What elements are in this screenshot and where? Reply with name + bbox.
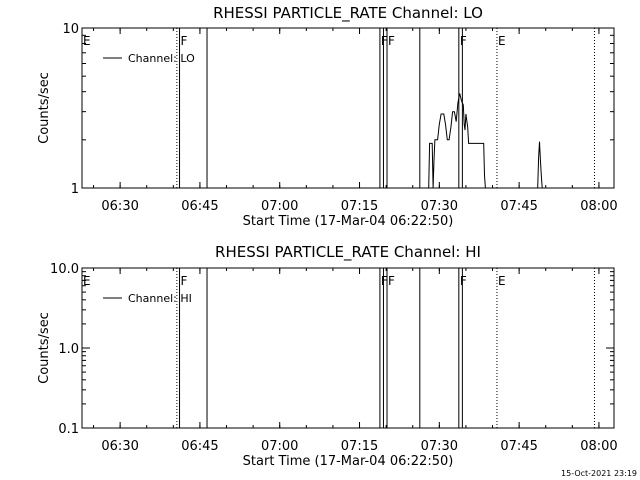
x-tick-label: 07:30 [421, 199, 458, 214]
legend-label: Channel: LO [128, 52, 195, 65]
x-tick-label: 08:00 [580, 199, 617, 214]
event-marker-label: E [498, 274, 506, 288]
y-tick-label: 1 [71, 182, 79, 197]
chart-title: RHESSI PARTICLE_RATE Channel: LO [213, 4, 483, 23]
plot-frame [81, 27, 615, 189]
series-line [537, 141, 543, 189]
x-tick-label: 06:45 [181, 439, 218, 454]
x-tick-label: 07:30 [421, 439, 458, 454]
legend-label: Channel: HI [128, 292, 192, 305]
x-tick-label: 08:00 [580, 439, 617, 454]
y-tick-label: 10.0 [50, 262, 79, 277]
x-tick-label: 07:15 [341, 439, 378, 454]
y-tick-label: 0.1 [58, 422, 79, 437]
event-marker-label: F [381, 34, 388, 48]
event-marker-label: F [181, 274, 188, 288]
timestamp: 15-Oct-2021 23:19 [561, 469, 637, 478]
x-axis-label: Start Time (17-Mar-04 06:22:50) [243, 214, 454, 229]
series-line [428, 93, 486, 189]
event-marker-label: E [498, 34, 506, 48]
event-marker-label: E [83, 274, 91, 288]
event-marker-label: F [460, 34, 467, 48]
chart-panel-hi: RHESSI PARTICLE_RATE Channel: HI Start T… [37, 243, 618, 469]
y-tick-label: 10 [62, 22, 79, 37]
chart-title: RHESSI PARTICLE_RATE Channel: HI [215, 243, 481, 262]
x-tick-label: 07:15 [341, 199, 378, 214]
x-tick-label: 07:45 [500, 439, 537, 454]
x-tick-label: 07:00 [261, 439, 298, 454]
x-tick-label: 07:00 [261, 199, 298, 214]
event-marker-label: F [388, 34, 395, 48]
x-tick-label: 07:45 [500, 199, 537, 214]
event-marker-label: F [181, 34, 188, 48]
event-marker-label: F [460, 274, 467, 288]
x-tick-label: 06:45 [181, 199, 218, 214]
y-axis-label: Counts/sec [37, 312, 52, 384]
chart-panel-lo: RHESSI PARTICLE_RATE Channel: LO Start T… [37, 4, 618, 229]
y-axis-label: Counts/sec [37, 72, 52, 144]
y-tick-label: 1.0 [58, 342, 79, 357]
event-marker-label: E [83, 34, 91, 48]
event-marker-label: F [388, 274, 395, 288]
x-tick-label: 06:30 [101, 199, 138, 214]
x-axis-label: Start Time (17-Mar-04 06:22:50) [243, 454, 454, 469]
x-tick-label: 06:30 [101, 439, 138, 454]
event-marker-label: F [381, 274, 388, 288]
